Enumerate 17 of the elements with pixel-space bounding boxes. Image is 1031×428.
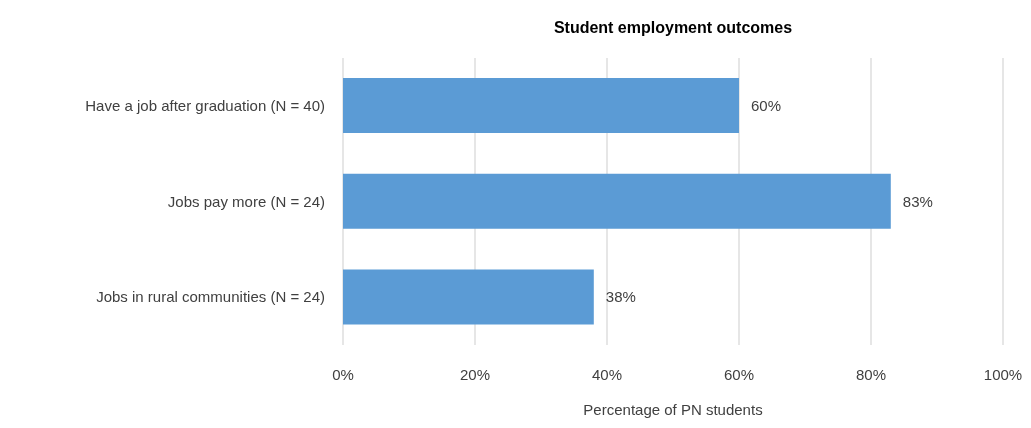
x-tick-label: 100% — [983, 365, 1023, 383]
data-label: 83% — [902, 192, 933, 210]
y-tick-label: Have a job after graduation (N = 40) — [85, 97, 325, 115]
data-label: 38% — [605, 288, 636, 306]
x-tick-label: 20% — [459, 365, 491, 383]
x-tick-label: 60% — [723, 365, 755, 383]
y-tick-label: Jobs in rural communities (N = 24) — [96, 288, 325, 306]
bar — [343, 173, 891, 229]
bar — [343, 78, 739, 134]
x-tick-label: 80% — [855, 365, 887, 383]
y-tick-label: Jobs pay more (N = 24) — [167, 192, 325, 210]
x-tick-label: 0% — [332, 365, 354, 383]
data-label: 60% — [751, 96, 782, 114]
bar — [343, 269, 594, 325]
x-axis-title: Percentage of PN students — [583, 401, 763, 418]
x-tick-label: 40% — [591, 365, 623, 383]
chart-title: Student employment outcomes — [552, 18, 794, 38]
